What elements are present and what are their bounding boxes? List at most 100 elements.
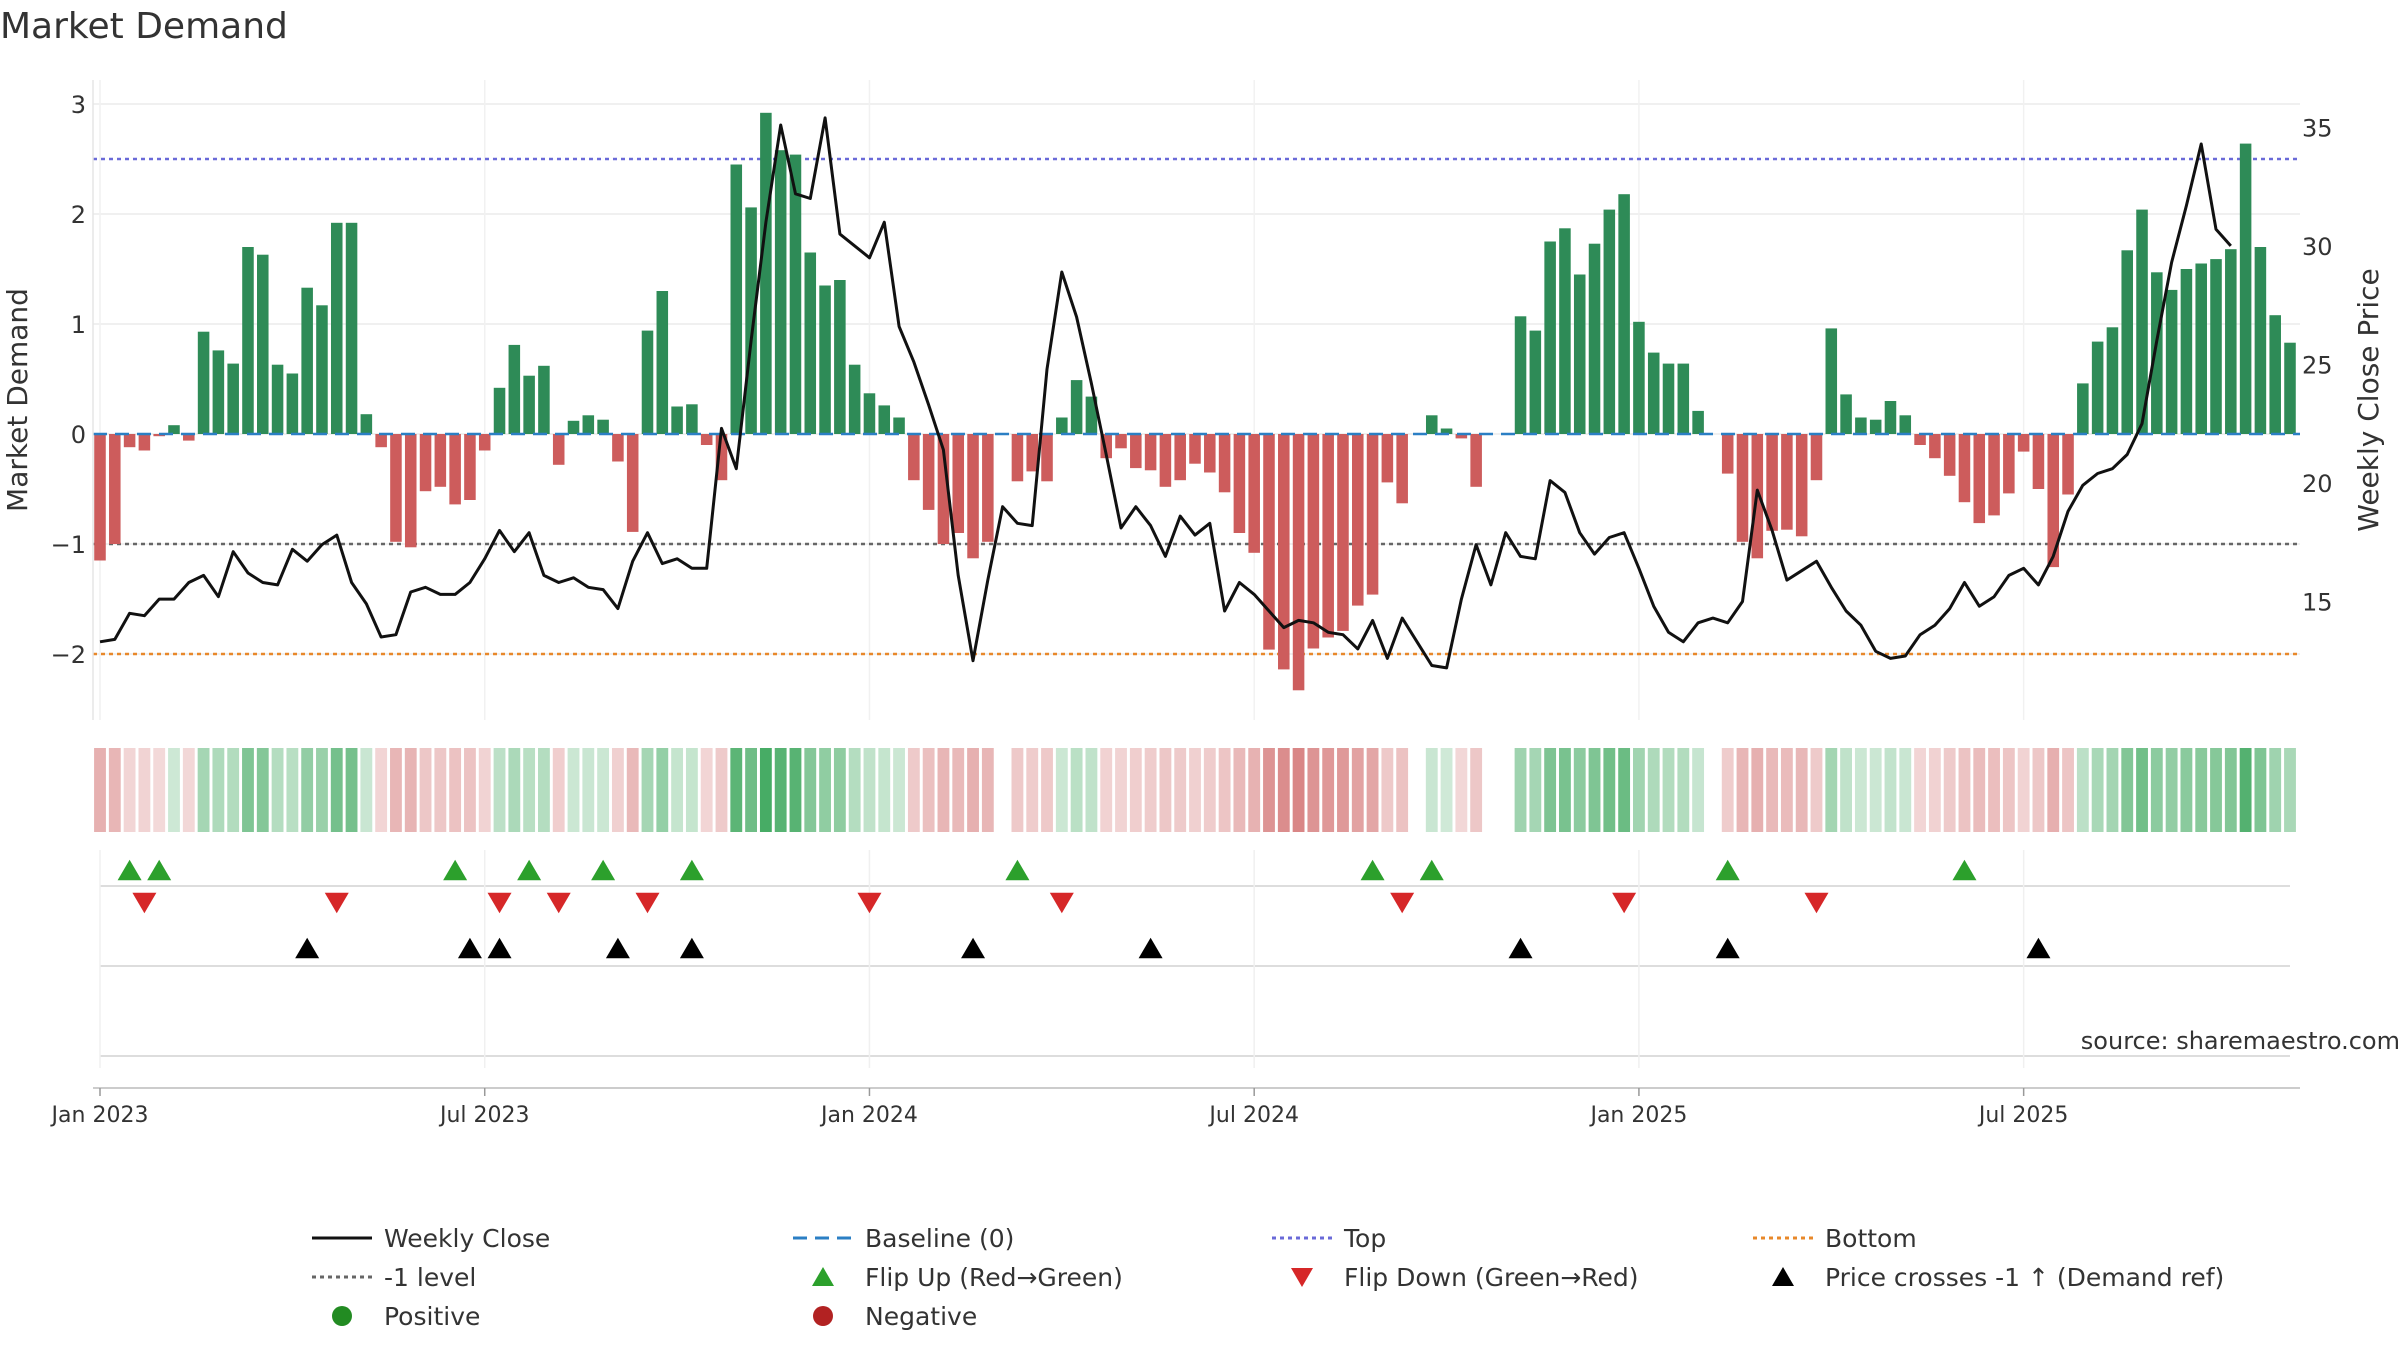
heat-cell bbox=[2032, 748, 2045, 832]
demand-bar-positive bbox=[656, 291, 669, 434]
heat-cell bbox=[1810, 748, 1823, 832]
demand-bar-positive bbox=[2284, 342, 2296, 434]
heat-cell bbox=[464, 748, 476, 832]
legend-item-negative: Negative bbox=[813, 1302, 977, 1331]
demand-bar-negative bbox=[952, 434, 965, 533]
heat-cell bbox=[626, 748, 639, 832]
demand-bar-negative bbox=[700, 434, 713, 445]
date-tick-label: Jul 2023 bbox=[438, 1103, 530, 1128]
demand-bar-positive bbox=[271, 364, 284, 434]
heat-cell bbox=[1218, 748, 1231, 832]
price-cross-marker bbox=[487, 937, 512, 959]
demand-bar-positive bbox=[893, 417, 905, 434]
flip-up-marker bbox=[1715, 859, 1740, 881]
demand-bar-positive bbox=[2180, 269, 2193, 434]
y2-tick-label: 15 bbox=[2302, 588, 2333, 616]
demand-bar-positive bbox=[863, 393, 876, 434]
heat-cell bbox=[1721, 748, 1734, 832]
price-cross-marker bbox=[1508, 937, 1533, 959]
heat-cell bbox=[774, 748, 787, 832]
demand-bar-positive bbox=[641, 330, 654, 434]
heat-cell bbox=[2180, 748, 2193, 832]
heat-cell bbox=[1588, 748, 1601, 832]
heat-cell bbox=[2002, 748, 2015, 832]
flip-up-marker bbox=[147, 859, 172, 881]
demand-bar-negative bbox=[138, 434, 151, 451]
grid-lines bbox=[93, 80, 2300, 720]
heat-cell bbox=[1322, 748, 1335, 832]
legend-swatch-flip-up bbox=[812, 1267, 834, 1286]
demand-bar-positive bbox=[1855, 417, 1867, 434]
heat-cell bbox=[360, 748, 373, 832]
legend-label-baseline: Baseline (0) bbox=[865, 1224, 1014, 1253]
heat-cell bbox=[508, 748, 521, 832]
demand-bar-negative bbox=[123, 434, 136, 448]
heat-cell bbox=[641, 748, 654, 832]
legend-label-bottom: Bottom bbox=[1825, 1224, 1917, 1253]
legend-item-minus-one: -1 level bbox=[312, 1263, 476, 1292]
source-note: source: sharemaestro.com bbox=[2081, 1027, 2400, 1055]
demand-bar-positive bbox=[1440, 428, 1453, 434]
demand-bar-positive bbox=[878, 405, 891, 434]
price-cross-marker bbox=[457, 937, 482, 959]
demand-bar-negative bbox=[1795, 434, 1808, 537]
heat-cell bbox=[375, 748, 388, 832]
heat-cell bbox=[449, 748, 462, 832]
heat-cell bbox=[1914, 748, 1926, 832]
price-cross-marker bbox=[605, 937, 630, 959]
signal-markers bbox=[99, 850, 2290, 1068]
heat-cell bbox=[1129, 748, 1142, 832]
price-cross-marker bbox=[961, 937, 986, 959]
heat-cell bbox=[552, 748, 565, 832]
legend-label-top: Top bbox=[1343, 1224, 1386, 1253]
heat-cell bbox=[1928, 748, 1941, 832]
heat-cell bbox=[1366, 748, 1379, 832]
demand-bar-positive bbox=[1603, 209, 1616, 434]
heat-cell bbox=[2254, 748, 2267, 832]
heat-cell bbox=[301, 748, 314, 832]
demand-bar-positive bbox=[256, 254, 269, 434]
heat-cell bbox=[2224, 748, 2237, 832]
legend: Weekly Close Baseline (0) Top Bottom -1 leve… bbox=[312, 1224, 2224, 1331]
heat-cell bbox=[1854, 748, 1867, 832]
demand-bar-positive bbox=[1825, 328, 1838, 434]
demand-bar-negative bbox=[612, 434, 624, 462]
heat-cell bbox=[2269, 748, 2282, 832]
demand-bar-positive bbox=[2225, 249, 2237, 434]
heat-cell bbox=[819, 748, 831, 832]
flip-up-marker bbox=[517, 859, 542, 881]
heat-cell bbox=[1189, 748, 1201, 832]
demand-bar-positive bbox=[2106, 327, 2119, 434]
heat-cell bbox=[1529, 748, 1542, 832]
demand-bar-positive bbox=[523, 375, 535, 434]
heat-cell bbox=[922, 748, 935, 832]
heat-cell bbox=[1988, 748, 2000, 832]
demand-bar-positive bbox=[1633, 321, 1645, 434]
y2-tick-label: 20 bbox=[2302, 470, 2333, 498]
heat-cell bbox=[345, 748, 358, 832]
demand-bar-positive bbox=[212, 350, 225, 434]
price-cross-marker bbox=[2026, 937, 2051, 959]
demand-bar-positive bbox=[1677, 363, 1690, 434]
heat-cell bbox=[700, 748, 713, 832]
heat-cell bbox=[2091, 748, 2104, 832]
demand-bar-positive bbox=[819, 285, 831, 434]
demand-bar-negative bbox=[1351, 434, 1364, 606]
demand-heat-strip bbox=[94, 748, 2296, 832]
demand-bar-positive bbox=[774, 150, 787, 434]
heat-cell bbox=[434, 748, 447, 832]
legend-item-positive: Positive bbox=[332, 1302, 480, 1331]
heat-cell bbox=[997, 748, 1009, 832]
heat-cell bbox=[1766, 748, 1779, 832]
heat-cell bbox=[153, 748, 166, 832]
demand-bar-negative bbox=[1041, 434, 1053, 482]
heat-cell bbox=[330, 748, 343, 832]
heat-cell bbox=[182, 748, 195, 832]
heat-cell bbox=[1470, 748, 1483, 832]
demand-bar-positive bbox=[2239, 143, 2252, 434]
legend-swatch-price-cross bbox=[1772, 1267, 1794, 1286]
heat-cell bbox=[493, 748, 506, 832]
legend-label-flip-down: Flip Down (Green→Red) bbox=[1344, 1263, 1639, 1292]
demand-bar-positive bbox=[1662, 363, 1675, 434]
